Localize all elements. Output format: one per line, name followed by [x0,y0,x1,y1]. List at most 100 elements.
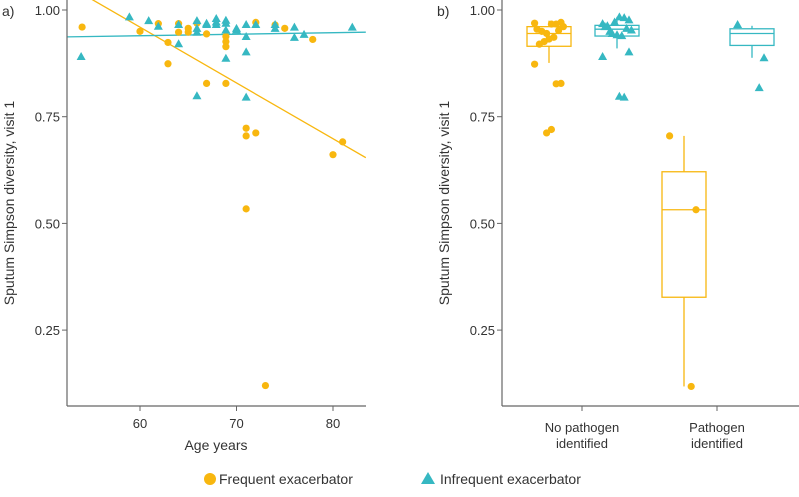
x-tick-label: 60 [133,416,147,431]
point-frequent [692,206,700,214]
legend-infrequent-label: Infrequent exacerbator [440,471,581,487]
point-infrequent [241,47,251,56]
point-frequent [543,129,551,137]
point-infrequent [192,16,202,25]
y-tick-label: 1.00 [35,3,60,18]
panel-b: b) Sputum Simpson diversity, visit 1 1.0… [436,0,799,451]
point-infrequent [614,12,624,21]
point-infrequent [733,20,743,29]
point-frequent [202,79,211,88]
y-tick-label: 0.25 [470,323,495,338]
point-frequent [164,60,172,68]
point-infrequent [347,22,357,31]
point-infrequent [144,16,154,25]
category-label-no-pathogen-line2: identified [556,436,608,451]
y-tick-label: 0.50 [35,216,60,231]
point-frequent [559,23,568,31]
x-tick-label: 80 [326,416,340,431]
point-frequent [261,381,270,390]
point-frequent [242,205,250,213]
point-frequent [533,25,541,33]
y-tick-label: 1.00 [470,3,495,18]
point-frequent [242,132,250,140]
point-infrequent [174,39,184,48]
point-infrequent [221,18,231,27]
point-frequent [329,151,337,159]
legend-frequent-label: Frequent exacerbator [219,471,353,487]
point-frequent [687,382,695,391]
panel-a-label: a) [2,3,14,19]
point-frequent [281,24,289,32]
panel-b-y-axis-label: Sputum Simpson diversity, visit 1 [436,101,452,306]
point-frequent [222,79,230,88]
point-infrequent [76,52,86,61]
point-infrequent [202,20,212,29]
point-infrequent [759,53,769,62]
point-frequent [175,28,183,36]
point-infrequent [192,27,202,36]
point-infrequent [192,91,202,100]
y-tick-label: 0.25 [35,323,60,338]
point-frequent [222,37,230,46]
point-frequent [666,132,674,140]
point-infrequent [622,23,632,32]
panel-a: a) Sputum Simpson diversity, visit 1 Age… [1,0,366,453]
point-infrequent [270,23,280,32]
point-infrequent [221,25,231,34]
panel-a-y-axis-label: Sputum Simpson diversity, visit 1 [1,101,17,306]
box-frequent [661,171,707,298]
point-frequent [535,40,544,48]
box-infrequent [729,28,775,47]
y-tick-label: 0.50 [470,216,495,231]
point-infrequent [610,17,620,26]
point-frequent [252,129,260,137]
point-frequent [531,19,539,27]
category-label-pathogen-line2: identified [691,436,743,451]
y-tick-label: 0.75 [35,110,60,125]
point-frequent [136,27,144,35]
point-frequent [555,26,563,35]
point-infrequent [241,31,251,40]
legend: Frequent exacerbator Infrequent exacerba… [204,471,581,487]
point-frequent [184,28,192,36]
point-infrequent [289,32,299,41]
point-infrequent [174,20,184,29]
point-infrequent [614,91,624,100]
point-infrequent [153,21,163,30]
point-frequent [547,20,556,28]
panel-a-x-axis-label: Age years [184,437,247,453]
category-label-no-pathogen-line1: No pathogen [545,420,619,435]
panel-b-label: b) [437,3,449,19]
point-infrequent [598,52,608,61]
point-frequent [202,30,211,38]
point-frequent [78,23,86,31]
point-infrequent [624,15,634,24]
point-infrequent [607,28,617,37]
point-infrequent [241,20,251,29]
point-infrequent [221,53,231,62]
point-infrequent [124,12,134,21]
point-frequent [164,38,172,47]
point-infrequent [602,21,612,30]
fit-line-infrequent [67,31,366,38]
point-frequent [242,124,250,132]
point-infrequent [299,29,309,38]
point-infrequent [754,83,764,92]
point-infrequent [241,92,251,101]
point-infrequent [289,22,299,31]
point-infrequent [211,20,221,29]
point-frequent [309,35,317,44]
point-frequent [531,60,539,68]
x-tick-label: 70 [229,416,243,431]
point-frequent [552,80,560,88]
fit-line-frequent [91,0,366,159]
y-tick-label: 0.75 [470,110,495,125]
point-infrequent [232,25,241,34]
point-frequent [222,32,230,41]
category-label-pathogen-line1: Pathogen [689,420,745,435]
point-infrequent [624,47,634,56]
point-frequent [222,43,230,51]
point-infrequent [251,20,261,29]
point-frequent [339,138,347,146]
